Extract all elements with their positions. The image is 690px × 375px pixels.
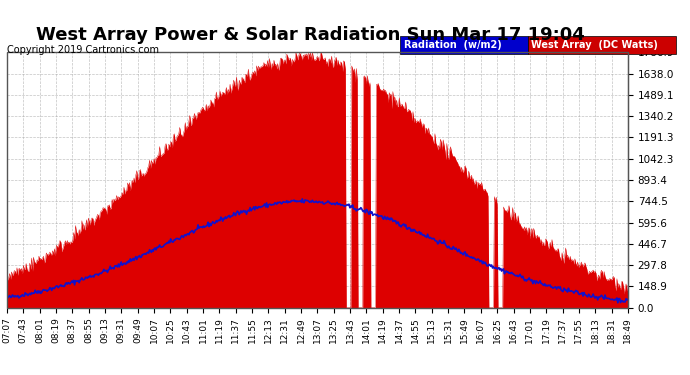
Text: West Array  (DC Watts): West Array (DC Watts) (531, 40, 658, 50)
Text: West Array Power & Solar Radiation Sun Mar 17 19:04: West Array Power & Solar Radiation Sun M… (36, 26, 585, 44)
Text: Copyright 2019 Cartronics.com: Copyright 2019 Cartronics.com (7, 45, 159, 55)
Text: Radiation  (w/m2): Radiation (w/m2) (404, 40, 502, 50)
